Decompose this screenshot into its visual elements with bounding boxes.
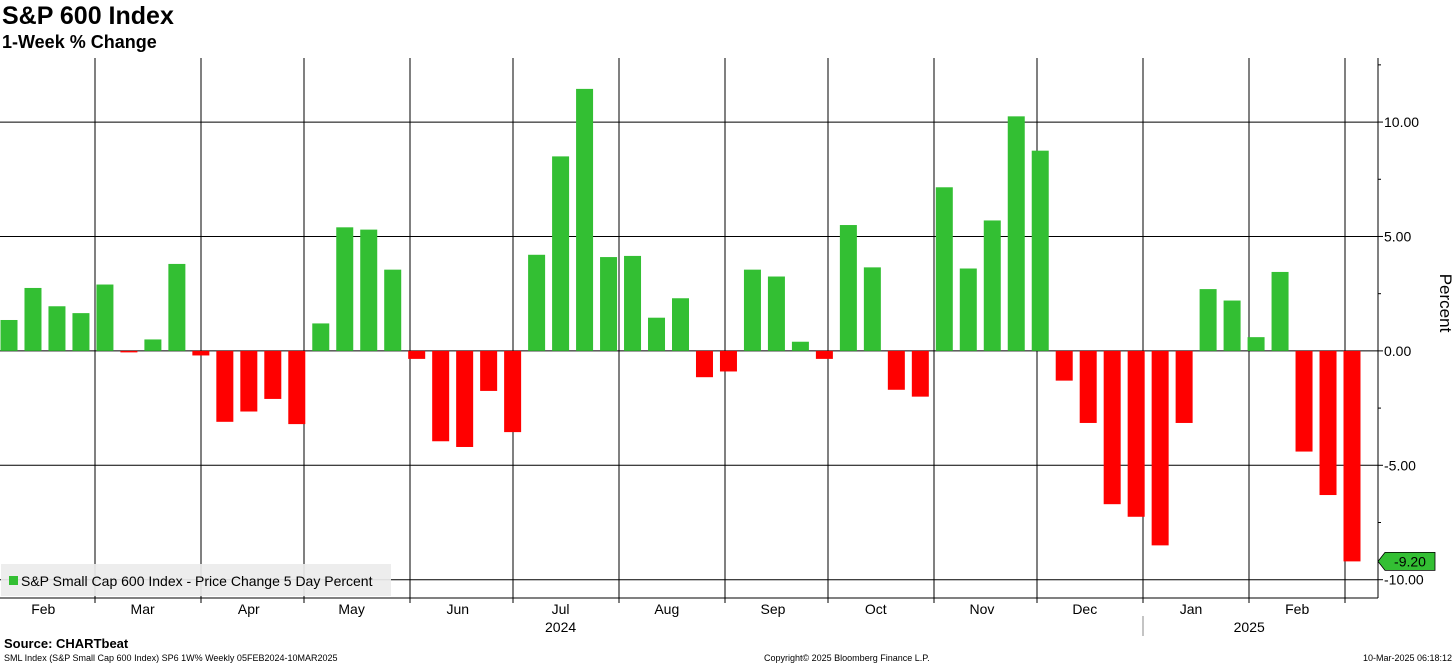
y-axis-title: Percent xyxy=(1436,274,1455,333)
bar xyxy=(672,298,689,351)
bar xyxy=(552,156,570,351)
bar xyxy=(24,287,42,351)
bar xyxy=(695,350,713,378)
y-tick-label: -5.00 xyxy=(1384,457,1416,473)
x-year-label: 2025 xyxy=(1234,619,1265,635)
bar xyxy=(312,323,330,351)
bar xyxy=(743,269,761,351)
bar xyxy=(528,254,546,351)
x-month-label: Apr xyxy=(238,601,260,617)
bar xyxy=(1151,350,1169,546)
bar xyxy=(911,350,929,397)
bar xyxy=(791,341,809,351)
x-month-label: Jul xyxy=(552,601,570,617)
bar xyxy=(1031,150,1049,351)
bar xyxy=(192,350,210,356)
y-tick-label: 0.00 xyxy=(1384,343,1411,359)
timestamp: 10-Mar-2025 06:18:12 xyxy=(1362,653,1452,663)
chart-subtitle: 1-Week % Change xyxy=(2,32,157,52)
bar xyxy=(1343,350,1361,562)
bar xyxy=(839,225,857,351)
x-month-label: Feb xyxy=(1285,601,1309,617)
bar xyxy=(120,350,138,353)
x-month-label: Aug xyxy=(654,601,679,617)
legend-swatch xyxy=(9,576,18,585)
bar xyxy=(1199,289,1217,351)
y-tick-label: 5.00 xyxy=(1384,228,1411,244)
bar xyxy=(432,350,450,442)
bar xyxy=(959,268,977,351)
bar xyxy=(1295,350,1313,452)
bar xyxy=(983,220,1001,351)
bar xyxy=(648,317,666,351)
y-tick-label: 10.00 xyxy=(1384,114,1419,130)
x-month-label: Mar xyxy=(131,601,155,617)
x-month-label: Dec xyxy=(1072,601,1097,617)
copyright-note: Copyright© 2025 Bloomberg Finance L.P. xyxy=(764,653,930,663)
bar xyxy=(624,255,642,351)
bar xyxy=(360,229,378,351)
x-year-label: 2024 xyxy=(545,619,576,635)
last-value-badge xyxy=(1377,551,1436,571)
bar xyxy=(240,350,258,412)
bar xyxy=(1079,350,1097,423)
bar xyxy=(600,257,618,351)
bar xyxy=(336,227,354,351)
bar xyxy=(288,350,306,425)
bar xyxy=(1175,350,1193,423)
bar xyxy=(96,284,114,351)
bar xyxy=(719,350,737,372)
bar xyxy=(48,306,66,351)
x-month-label: Jan xyxy=(1180,601,1203,617)
bar xyxy=(863,267,881,351)
bar xyxy=(504,350,522,433)
bar xyxy=(1319,350,1337,496)
y-tick-label: -10.00 xyxy=(1384,572,1424,588)
bar xyxy=(216,350,234,422)
legend-box xyxy=(1,564,391,596)
bar xyxy=(576,88,594,351)
chart-title: S&P 600 Index xyxy=(2,2,174,30)
x-month-label: Sep xyxy=(761,601,786,617)
bar xyxy=(887,350,905,390)
x-month-label: May xyxy=(338,601,364,617)
x-month-label: Nov xyxy=(970,601,995,617)
security-description: SML Index (S&P Small Cap 600 Index) SP6 … xyxy=(4,653,338,663)
bar xyxy=(1223,300,1241,351)
bar xyxy=(815,350,833,359)
bar xyxy=(935,187,953,351)
x-month-label: Oct xyxy=(865,601,887,617)
bar xyxy=(1103,350,1121,505)
bar xyxy=(144,339,162,351)
bar xyxy=(1247,337,1265,351)
x-month-label: Jun xyxy=(447,601,470,617)
last-value-label: -9.20 xyxy=(1394,553,1426,569)
bar xyxy=(408,350,426,359)
source-note: Source: CHARTbeat xyxy=(4,636,129,651)
bar xyxy=(168,263,186,351)
bar-chart: 10.00 5.00 0.00 -5.00 -10.00 -9.20 Feb Mar Apr Ma… xyxy=(0,58,1455,636)
bar xyxy=(767,276,785,351)
x-month-label: Feb xyxy=(31,601,55,617)
bar xyxy=(480,350,498,391)
bar xyxy=(264,350,282,399)
bar xyxy=(72,313,90,351)
bar xyxy=(0,319,18,351)
bar xyxy=(1127,350,1145,517)
bar xyxy=(456,350,474,447)
bar xyxy=(1271,271,1289,351)
bar xyxy=(384,269,402,351)
bar xyxy=(1055,350,1073,381)
bar xyxy=(1007,116,1025,351)
legend-label: S&P Small Cap 600 Index - Price Change 5… xyxy=(21,573,373,589)
